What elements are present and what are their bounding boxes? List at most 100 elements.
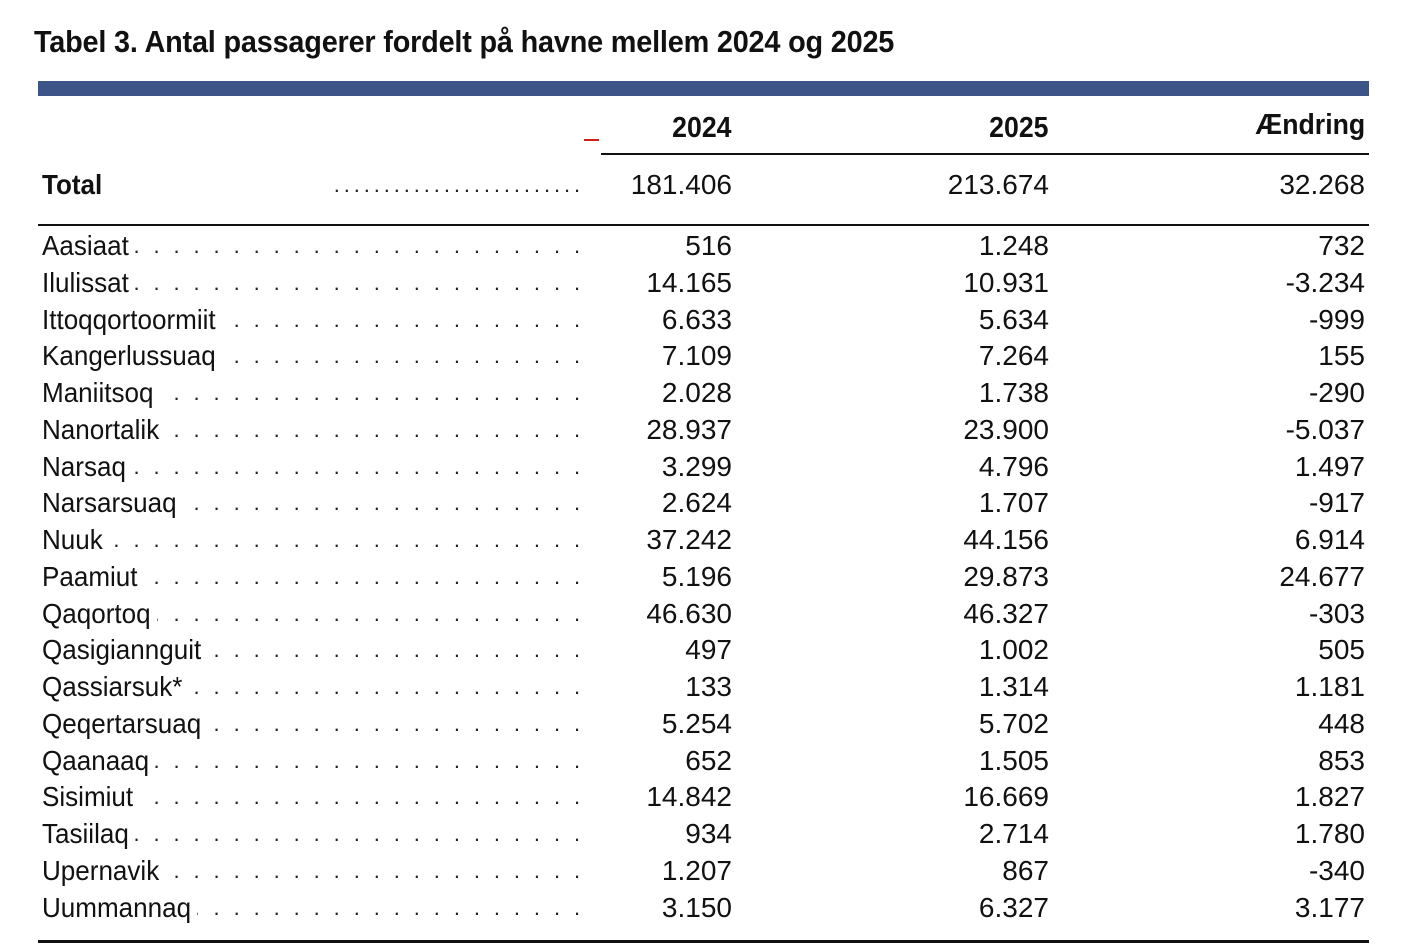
table-row: Qassiarsuk*. . . . . . . . . . . . . . .… [0,669,1412,705]
cell-change: 853 [1318,744,1365,776]
cell-2025: 1.248 [978,230,1049,261]
cell-2024: 6.633 [661,303,732,335]
cell-2024: 497 [685,634,732,666]
cell-2024: 46.630 [646,597,732,629]
table-bottom-rule [38,940,1369,943]
table-title: Tabel 3. Antal passagerer fordelt på hav… [34,24,895,59]
row-label: Qaanaaq [42,744,150,776]
table-row: Uummannaq. . . . . . . . . . . . . . . .… [0,889,1412,926]
row-label: Tasiilaq [42,818,129,849]
cell-2025: 1.505 [978,744,1049,776]
table-row: Aasiaat. . . . . . . . . . . . . . . . .… [0,228,1412,264]
cell-change: 448 [1318,707,1365,739]
cell-2024: 14.842 [646,781,732,813]
column-header-2024: 2024 [672,112,732,144]
table-row: Maniitsoq. . . . . . . . . . . . . . . .… [0,375,1412,411]
table-row: Ittoqqortoormiit. . . . . . . . . . . . … [0,301,1412,338]
cell-2024: 652 [685,744,732,776]
cell-2024: 181.406 [630,169,732,200]
cell-2025: 10.931 [963,266,1049,298]
row-label: Upernavik [42,854,160,886]
cell-2024: 133 [685,671,732,702]
cell-change: 24.677 [1279,560,1365,592]
row-label: Qeqertarsuaq [42,707,202,739]
table-row: Qaanaaq. . . . . . . . . . . . . . . . .… [0,742,1412,779]
cell-change: 1.827 [1294,781,1365,813]
cell-change: -917 [1308,487,1365,519]
table-row: Kangerlussuaq. . . . . . . . . . . . . .… [0,338,1412,375]
cell-2024: 2.028 [661,377,732,408]
cell-change: -999 [1308,303,1365,335]
cell-2025: 29.873 [963,560,1049,592]
row-label: Qassiarsuk* [42,671,183,702]
cell-2025: 44.156 [963,524,1049,555]
cell-change: 1.497 [1294,450,1365,482]
row-label: Narsarsuaq [42,487,177,519]
cell-change: 32.268 [1279,169,1365,200]
table-row: Nuuk. . . . . . . . . . . . . . . . . . … [0,522,1412,558]
row-label: Total [42,169,103,200]
cell-2025: 213.674 [947,169,1049,200]
cell-2025: 7.264 [978,340,1049,372]
table-row: Qasigiannguit. . . . . . . . . . . . . .… [0,632,1412,669]
row-label: Narsaq [42,450,126,482]
cell-change: 155 [1318,340,1365,372]
row-label: Maniitsoq [42,377,154,408]
cell-change: -3.234 [1285,266,1365,298]
cell-2025: 1.707 [978,487,1049,519]
cell-2024: 5.196 [661,560,732,592]
row-label: Qaqortoq [42,597,151,629]
cell-change: 505 [1318,634,1365,666]
table-row: Narsarsuaq. . . . . . . . . . . . . . . … [0,485,1412,522]
cell-2025: 16.669 [963,781,1049,813]
cell-2024: 14.165 [646,266,732,298]
cell-2025: 4.796 [978,450,1049,482]
column-header-2025: 2025 [989,112,1049,144]
cell-2024: 2.624 [661,487,732,519]
row-label: Ilulissat [42,266,129,298]
cell-change: 732 [1318,230,1365,261]
row-label: Sisimiut [42,781,134,813]
row-label: Nanortalik [42,413,160,445]
cell-2024: 7.109 [661,340,732,372]
table-row: Qaqortoq. . . . . . . . . . . . . . . . … [0,595,1412,632]
cell-change: -290 [1308,377,1365,408]
cell-2025: 1.002 [978,634,1049,666]
cell-2024: 516 [685,230,732,261]
row-label: Qasigiannguit [42,634,202,666]
cell-2024: 3.299 [661,450,732,482]
cell-change: -340 [1308,854,1365,886]
row-label: Aasiaat [42,230,129,261]
row-label: Paamiut [42,560,138,592]
cell-change: -5.037 [1285,413,1365,445]
total-divider [38,224,1369,226]
row-label: Ittoqqortoormiit [42,303,216,335]
table-row: Ilulissat. . . . . . . . . . . . . . . .… [0,264,1412,301]
header-underline [601,153,1369,155]
cell-2024: 5.254 [661,707,732,739]
cell-2024: 37.242 [646,524,732,555]
table-row: Sisimiut. . . . . . . . . . . . . . . . … [0,779,1412,816]
cell-2025: 1.738 [978,377,1049,408]
cell-2025: 23.900 [963,413,1049,445]
leader-dots: ......................... [333,172,584,197]
cell-2024: 1.207 [661,854,732,886]
row-label: Uummannaq [42,891,192,923]
cell-2025: 5.634 [978,303,1049,335]
cell-change: 6.914 [1294,524,1365,555]
cell-2025: 1.314 [978,671,1049,702]
red-marker [584,139,599,141]
cell-change: 1.780 [1294,818,1365,849]
cell-change: 1.181 [1294,671,1365,702]
column-header-change: Ændring [1255,109,1365,141]
cell-2025: 6.327 [978,891,1049,923]
cell-2024: 28.937 [646,413,732,445]
cell-change: 3.177 [1294,891,1365,923]
total-row: Total......................... 181.406 2… [0,167,1412,203]
cell-2025: 867 [1002,854,1049,886]
cell-2025: 5.702 [978,707,1049,739]
table-row: Nanortalik. . . . . . . . . . . . . . . … [0,411,1412,448]
cell-2025: 2.714 [978,818,1049,849]
cell-change: -303 [1308,597,1365,629]
table-row: Narsaq. . . . . . . . . . . . . . . . . … [0,448,1412,485]
